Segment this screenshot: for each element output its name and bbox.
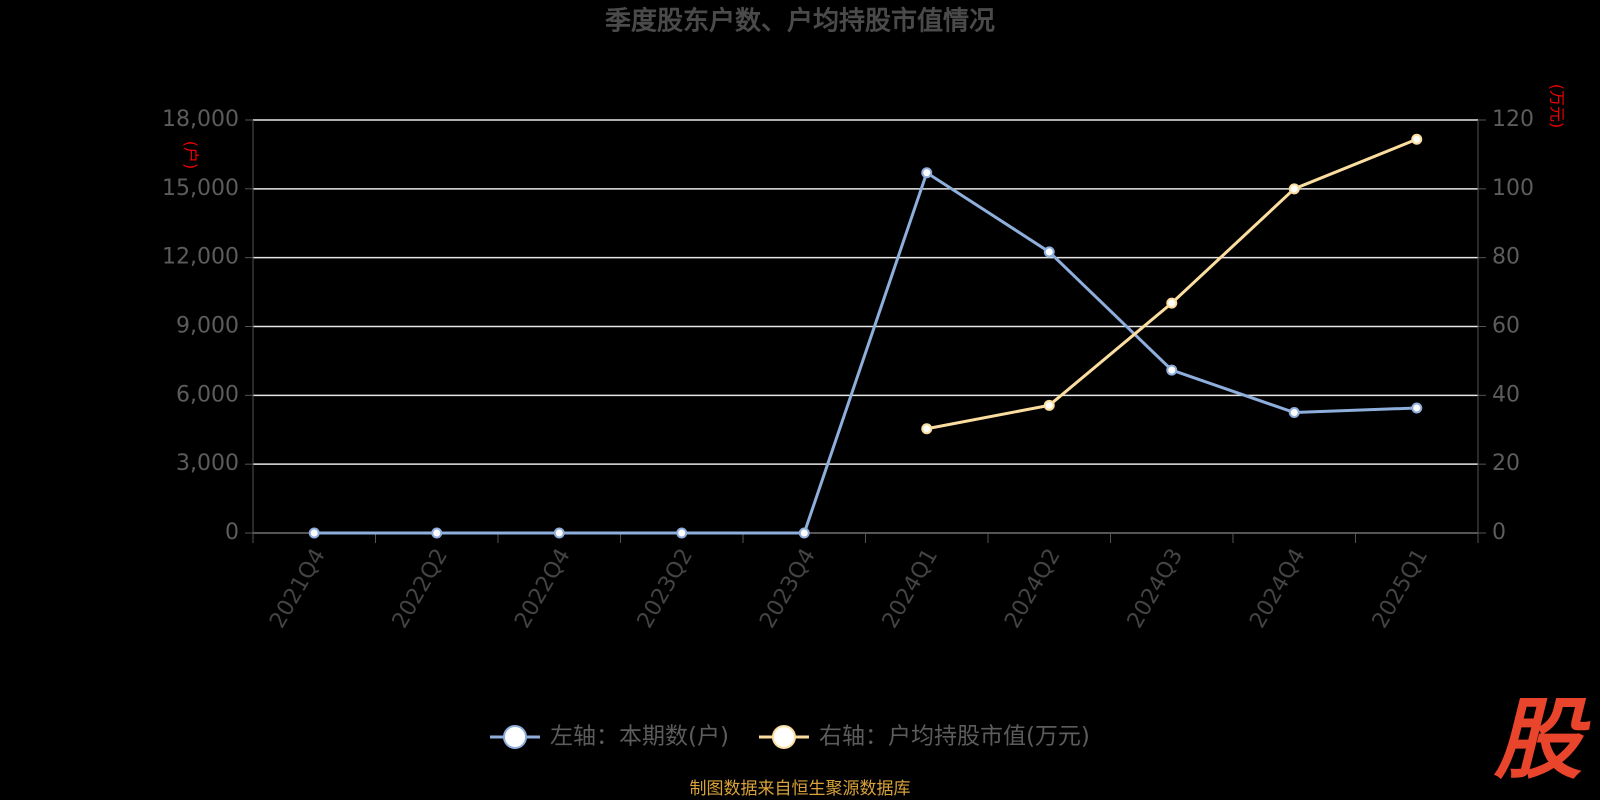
y-tick-label: 12,000 bbox=[162, 245, 239, 270]
data-point bbox=[1043, 399, 1055, 411]
legend-label: 右轴：户均持股市值(万元) bbox=[819, 724, 1090, 750]
data-point bbox=[553, 527, 565, 539]
data-point bbox=[1166, 297, 1178, 309]
source-note: 制图数据来自恒生聚源数据库 bbox=[690, 779, 911, 799]
y2-tick-label: 100 bbox=[1492, 176, 1534, 201]
y-tick-label: 9,000 bbox=[176, 314, 239, 339]
chart-title: 季度股东户数、户均持股市值情况 bbox=[605, 6, 995, 37]
y2-tick-label: 0 bbox=[1492, 520, 1506, 545]
data-point bbox=[798, 527, 810, 539]
data-point bbox=[676, 527, 688, 539]
y2-tick-label: 20 bbox=[1492, 451, 1520, 476]
y-tick-label: 6,000 bbox=[176, 382, 239, 407]
y2-tick-label: 40 bbox=[1492, 382, 1520, 407]
data-point bbox=[1043, 246, 1055, 258]
y-tick-label: 0 bbox=[225, 520, 239, 545]
y-tick-label: 18,000 bbox=[162, 107, 239, 132]
legend-marker bbox=[771, 725, 796, 749]
data-point bbox=[1288, 183, 1300, 195]
y2-unit: (万元) bbox=[1548, 84, 1567, 129]
data-point bbox=[431, 527, 443, 539]
data-point bbox=[1288, 407, 1300, 419]
data-point bbox=[1411, 402, 1423, 414]
logo: 股 bbox=[1493, 688, 1591, 791]
y2-tick-label: 80 bbox=[1492, 245, 1520, 270]
data-point bbox=[1166, 364, 1178, 376]
data-point bbox=[921, 167, 933, 179]
series-line bbox=[314, 170, 1417, 535]
data-point bbox=[1411, 133, 1423, 145]
data-point bbox=[308, 527, 320, 539]
y-unit: (户) bbox=[182, 141, 201, 170]
y-tick-label: 15,000 bbox=[162, 176, 239, 201]
y-tick-label: 3,000 bbox=[176, 451, 239, 476]
data-point bbox=[921, 423, 933, 435]
y2-tick-label: 120 bbox=[1492, 107, 1534, 132]
legend-label: 左轴：本期数(户) bbox=[550, 724, 729, 750]
legend-marker bbox=[503, 725, 527, 749]
y2-tick-label: 60 bbox=[1492, 314, 1520, 339]
